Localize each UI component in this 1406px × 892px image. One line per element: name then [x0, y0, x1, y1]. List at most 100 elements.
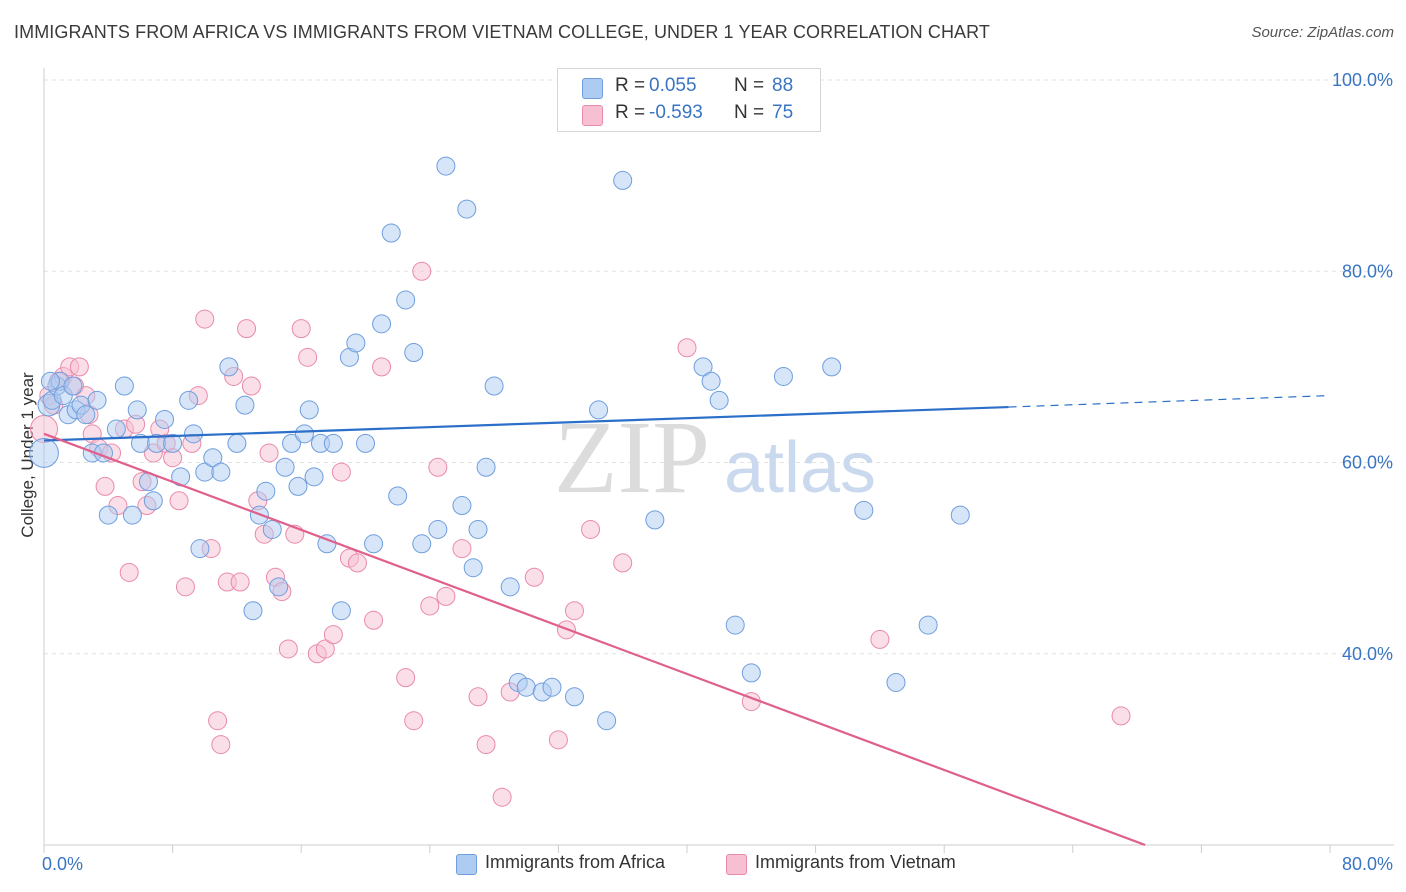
vietnam-point [548, 730, 568, 750]
africa-point [542, 677, 562, 697]
africa-point [29, 438, 59, 468]
africa-point [282, 433, 302, 453]
africa-point [645, 510, 665, 530]
africa-point [589, 400, 609, 420]
africa-point [388, 486, 408, 506]
africa-point [323, 433, 343, 453]
africa-point [211, 462, 231, 482]
vietnam-point [331, 462, 351, 482]
series-vietnam-points [30, 261, 1131, 807]
africa-point [463, 558, 483, 578]
vietnam-point [291, 319, 311, 339]
africa-point [122, 505, 142, 525]
x-tick-label: 0.0% [42, 854, 83, 874]
vietnam-point [870, 629, 890, 649]
africa-point [331, 601, 351, 621]
y-tick-label: 100.0% [1332, 70, 1393, 90]
africa-trend-extension [1008, 394, 1331, 408]
vietnam-point [119, 562, 139, 582]
africa-point [288, 476, 308, 496]
vietnam-point [230, 572, 250, 592]
africa-point [452, 496, 472, 516]
vietnam-swatch [726, 854, 747, 875]
africa-point [741, 663, 761, 683]
vietnam-point [677, 338, 697, 358]
vietnam-point [315, 639, 335, 659]
legend-label: Immigrants from Africa [485, 852, 666, 872]
africa-point [364, 534, 384, 554]
watermark-atlas: atlas [724, 428, 876, 508]
africa-swatch [456, 854, 477, 875]
vietnam-point [452, 539, 472, 559]
africa-point [476, 457, 496, 477]
africa-point [468, 519, 488, 539]
vietnam-point [169, 491, 189, 511]
africa-point [457, 199, 477, 219]
correlation-legend: R = 0.055 N = 88 R = -0.593 N = 75 [557, 68, 821, 132]
vietnam-point [564, 601, 584, 621]
vietnam-point [476, 735, 496, 755]
africa-point [404, 343, 424, 363]
tick-labels: 40.0% 60.0% 80.0% 100.0% 0.0% 80.0% [42, 70, 1393, 874]
y-tick-label: 80.0% [1342, 261, 1393, 281]
n-label: N = [734, 102, 765, 123]
africa-point [725, 615, 745, 635]
africa-point [275, 457, 295, 477]
africa-point [773, 366, 793, 386]
trend-lines [43, 394, 1331, 847]
africa-point [87, 390, 107, 410]
africa-point [163, 433, 183, 453]
vietnam-point [347, 553, 367, 573]
africa-point [299, 400, 319, 420]
africa-point [155, 409, 175, 429]
vietnam-point [237, 319, 257, 339]
axes [43, 68, 1394, 853]
vietnam-point [492, 787, 512, 807]
grid-lines [44, 79, 1394, 655]
vietnam-point [211, 735, 231, 755]
africa-point [143, 491, 163, 511]
vietnam-point [208, 711, 228, 731]
africa-point [396, 290, 416, 310]
africa-point [219, 357, 239, 377]
africa-point [854, 500, 874, 520]
chart-title: IMMIGRANTS FROM AFRICA VS IMMIGRANTS FRO… [14, 22, 991, 42]
africa-point [950, 505, 970, 525]
vietnam-point [95, 476, 115, 496]
africa-point [484, 376, 504, 396]
vietnam-point [259, 443, 279, 463]
vietnam-trend-line [43, 432, 1146, 847]
africa-point [564, 687, 584, 707]
legend-label: Immigrants from Vietnam [755, 852, 956, 872]
n-value: 88 [772, 75, 794, 96]
vietnam-point [195, 309, 215, 329]
africa-point [63, 376, 83, 396]
vietnam-point [1111, 706, 1131, 726]
africa-point [693, 357, 713, 377]
africa-point [597, 711, 617, 731]
source-note: Source: ZipAtlas.com [1251, 24, 1394, 41]
africa-point [98, 505, 118, 525]
africa-point [381, 223, 401, 243]
africa-trend-line [43, 405, 1009, 442]
vietnam-point [278, 639, 298, 659]
africa-point [40, 371, 60, 391]
africa-point [179, 390, 199, 410]
africa-swatch [582, 78, 603, 99]
y-tick-label: 60.0% [1342, 453, 1393, 473]
vietnam-point [241, 376, 261, 396]
vietnam-point [175, 577, 195, 597]
r-label: R = [615, 102, 646, 123]
vietnam-point [396, 668, 416, 688]
africa-point [183, 424, 203, 444]
africa-point [436, 156, 456, 176]
africa-point [76, 405, 96, 425]
vietnam-point [323, 625, 343, 645]
n-value: 75 [772, 102, 794, 123]
vietnam-point [428, 457, 448, 477]
vietnam-point [420, 596, 440, 616]
africa-point [412, 534, 432, 554]
africa-point [822, 357, 842, 377]
africa-point [294, 424, 314, 444]
